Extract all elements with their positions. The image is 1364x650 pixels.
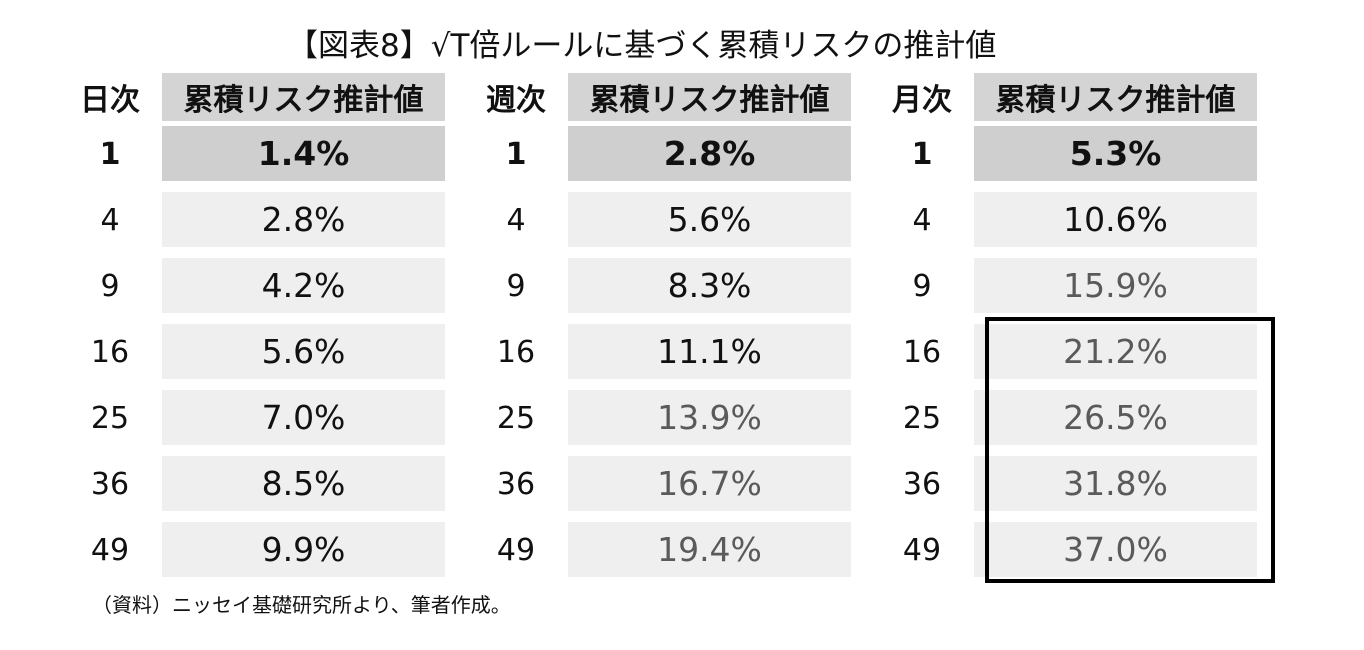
risk-value-cell: 5.6% (568, 192, 851, 247)
period-label: 25 (496, 400, 536, 436)
risk-value-cell: 37.0% (974, 522, 1257, 577)
risk-value-cell: 21.2% (974, 324, 1257, 379)
period-label: 4 (912, 202, 932, 238)
value-header: 累積リスク推計値 (162, 73, 445, 121)
period-label: 36 (902, 466, 942, 502)
period-label: 9 (506, 268, 526, 304)
period-label: 36 (90, 466, 130, 502)
source-note: （資料）ニッセイ基礎研究所より、筆者作成。 (92, 593, 511, 617)
period-label: 1 (911, 136, 933, 172)
risk-value-cell: 15.9% (974, 258, 1257, 313)
period-label: 49 (90, 532, 130, 568)
risk-value-cell: 4.2% (162, 258, 445, 313)
chart-title: 【図表8】√T倍ルールに基づく累積リスクの推計値 (287, 28, 997, 64)
period-label: 49 (902, 532, 942, 568)
period-label: 9 (912, 268, 932, 304)
risk-value-cell: 2.8% (568, 126, 851, 181)
risk-value-cell: 1.4% (162, 126, 445, 181)
value-header: 累積リスク推計値 (974, 73, 1257, 121)
period-label: 16 (90, 334, 130, 370)
risk-value-cell: 9.9% (162, 522, 445, 577)
period-label: 36 (496, 466, 536, 502)
risk-value-cell: 10.6% (974, 192, 1257, 247)
period-header: 日次 (80, 83, 140, 118)
period-label: 16 (902, 334, 942, 370)
risk-value-cell: 31.8% (974, 456, 1257, 511)
risk-value-cell: 2.8% (162, 192, 445, 247)
highlight-box (985, 317, 1275, 583)
period-label: 9 (100, 268, 120, 304)
period-label: 49 (496, 532, 536, 568)
period-label: 25 (902, 400, 942, 436)
risk-value-cell: 7.0% (162, 390, 445, 445)
value-header: 累積リスク推計値 (568, 73, 851, 121)
period-label: 16 (496, 334, 536, 370)
period-label: 4 (100, 202, 120, 238)
risk-value-cell: 5.3% (974, 126, 1257, 181)
period-header: 週次 (486, 83, 546, 118)
risk-value-cell: 8.5% (162, 456, 445, 511)
period-header: 月次 (892, 83, 952, 118)
period-label: 1 (99, 136, 121, 172)
risk-value-cell: 8.3% (568, 258, 851, 313)
period-label: 1 (505, 136, 527, 172)
risk-value-cell: 19.4% (568, 522, 851, 577)
period-label: 25 (90, 400, 130, 436)
risk-value-cell: 11.1% (568, 324, 851, 379)
period-label: 4 (506, 202, 526, 238)
risk-value-cell: 26.5% (974, 390, 1257, 445)
risk-value-cell: 13.9% (568, 390, 851, 445)
risk-value-cell: 5.6% (162, 324, 445, 379)
risk-value-cell: 16.7% (568, 456, 851, 511)
